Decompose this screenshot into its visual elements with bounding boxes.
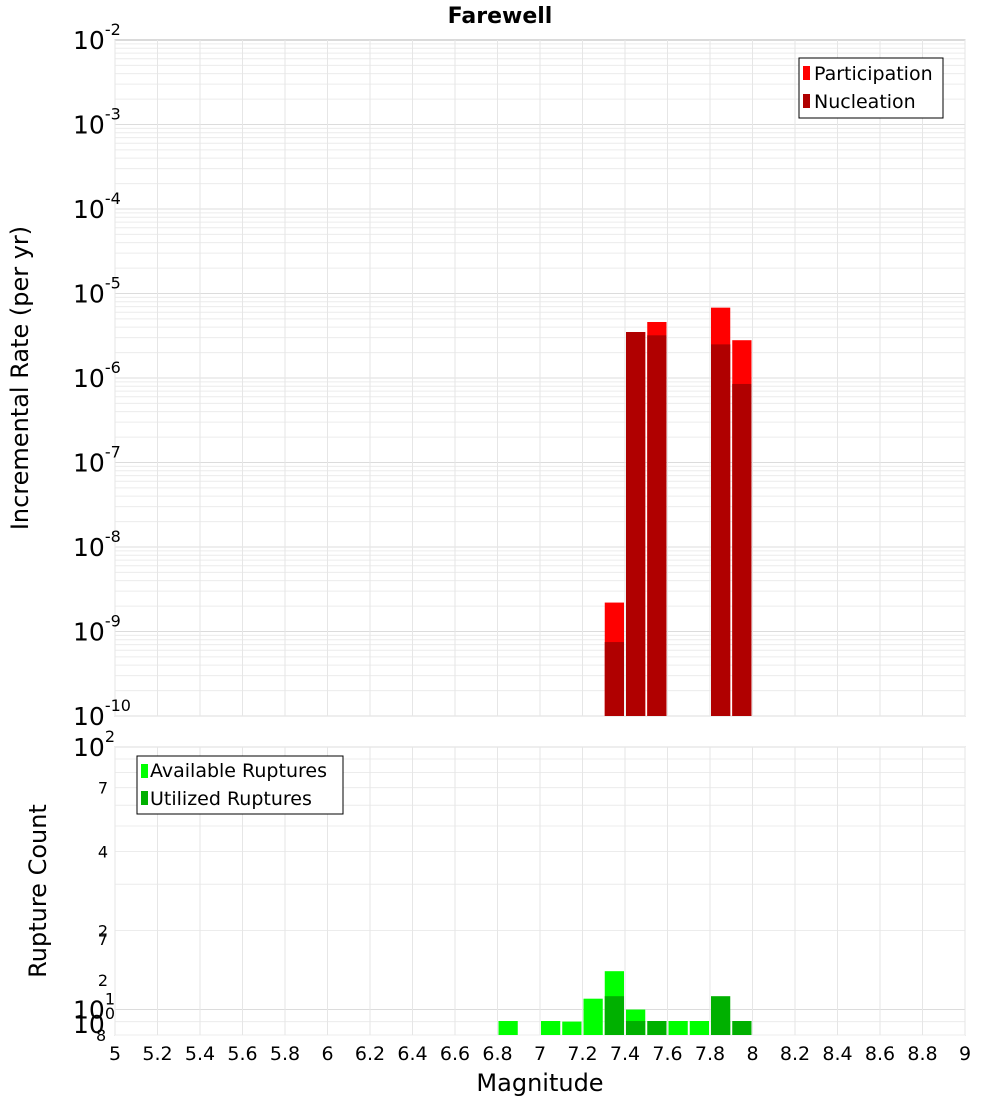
nucleation-bar [732,383,752,716]
nucleation-bar [711,344,731,716]
nucleation-legend-swatch [803,94,810,108]
x-tick-label: 6.4 [397,1043,427,1065]
count-bars [498,971,752,1035]
nucleation-bar [626,332,646,716]
count-y-tick-label: 102 [73,727,115,762]
x-tick-label: 6.6 [440,1043,470,1065]
rate-y-ticks: 10-10 10-9 10-8 10-7 10-6 10-5 10-4 10-3 10-2 [73,20,131,731]
nucleation-bar [604,642,624,716]
nucleation-bar [647,335,667,716]
x-tick-label: 8.8 [907,1043,937,1065]
x-axis-label: Magnitude [476,1069,603,1097]
count-y-axis-label: Rupture Count [24,804,52,978]
rate-y-axis-label: Incremental Rate (per yr) [6,226,34,530]
count-legend: Available Ruptures Utilized Ruptures [136,755,344,815]
participation-legend-label: Participation [814,63,933,85]
x-tick-label: 9 [959,1043,971,1065]
utilized-bar [626,1021,646,1035]
count-y-tick-label: 7 [98,930,108,949]
rate-y-tick-label: 10-6 [73,358,121,393]
count-y-tick-label: 100 [73,1004,115,1039]
x-tick-label: 5.8 [270,1043,300,1065]
utilized-legend-swatch [141,791,148,805]
count-y-tick-label: 4 [98,842,108,861]
utilized-bar [732,1021,752,1035]
participation-legend-swatch [803,66,810,80]
count-y-tick-label: 101 [73,990,115,1025]
available-bar [689,1021,709,1035]
x-tick-label: 5.2 [142,1043,172,1065]
utilized-bar [604,996,624,1035]
utilized-legend-label: Utilized Ruptures [150,788,312,810]
x-tick-label: 8 [746,1043,758,1065]
x-tick-label: 6.2 [355,1043,385,1065]
utilized-bar [711,996,731,1035]
x-tick-label: 5 [109,1043,121,1065]
x-tick-label: 5.6 [227,1043,257,1065]
available-bar [498,1021,518,1035]
x-tick-label: 7.4 [610,1043,640,1065]
count-y-tick-label: 7 [98,779,108,798]
count-y-tick-label: 2 [98,971,108,990]
rate-y-tick-label: 10-8 [73,527,121,562]
available-bar [562,1021,582,1035]
x-tick-label: 8.2 [780,1043,810,1065]
rate-y-tick-label: 10-3 [73,105,121,140]
rate-y-tick-label: 10-9 [73,612,121,647]
x-tick-label: 7.6 [652,1043,682,1065]
x-tick-label: 8.6 [865,1043,895,1065]
rate-y-tick-label: 10-10 [73,696,131,731]
x-tick-label: 6 [321,1043,333,1065]
available-bar [668,1021,688,1035]
count-x-ticks: 5 5.2 5.4 5.6 5.8 6 6.2 6.4 6.6 6.8 7 7.2 7.4 7.6 7.8 8… [109,1043,971,1065]
count-y-tick-label: 2 [98,922,108,941]
x-tick-label: 6.8 [482,1043,512,1065]
chart-title: Farewell [448,4,553,29]
rate-legend-box [798,57,944,119]
rate-legend: Participation Nucleation [798,57,944,119]
nucleation-legend-label: Nucleation [814,91,916,113]
available-bar [541,1021,561,1035]
available-bar [583,998,603,1035]
rate-y-tick-label: 10-4 [73,189,121,224]
x-tick-label: 5.4 [185,1043,215,1065]
count-legend-box [136,755,344,815]
rate-panel: 10-10 10-9 10-8 10-7 10-6 10-5 10-4 10-3 10-2 In… [6,20,966,731]
available-legend-label: Available Ruptures [150,760,327,782]
x-tick-label: 8.4 [822,1043,852,1065]
rate-bars [604,307,752,716]
x-tick-label: 7.8 [695,1043,725,1065]
utilized-bar [647,1021,667,1035]
rate-y-tick-label: 10-2 [73,20,121,55]
rate-gridlines [114,40,966,717]
x-tick-label: 7.2 [567,1043,597,1065]
rate-y-tick-label: 10-7 [73,443,121,478]
rate-y-tick-label: 10-5 [73,274,121,309]
x-tick-label: 7 [534,1043,546,1065]
available-legend-swatch [141,764,148,778]
count-y-tick-label: 8 [96,1026,106,1045]
